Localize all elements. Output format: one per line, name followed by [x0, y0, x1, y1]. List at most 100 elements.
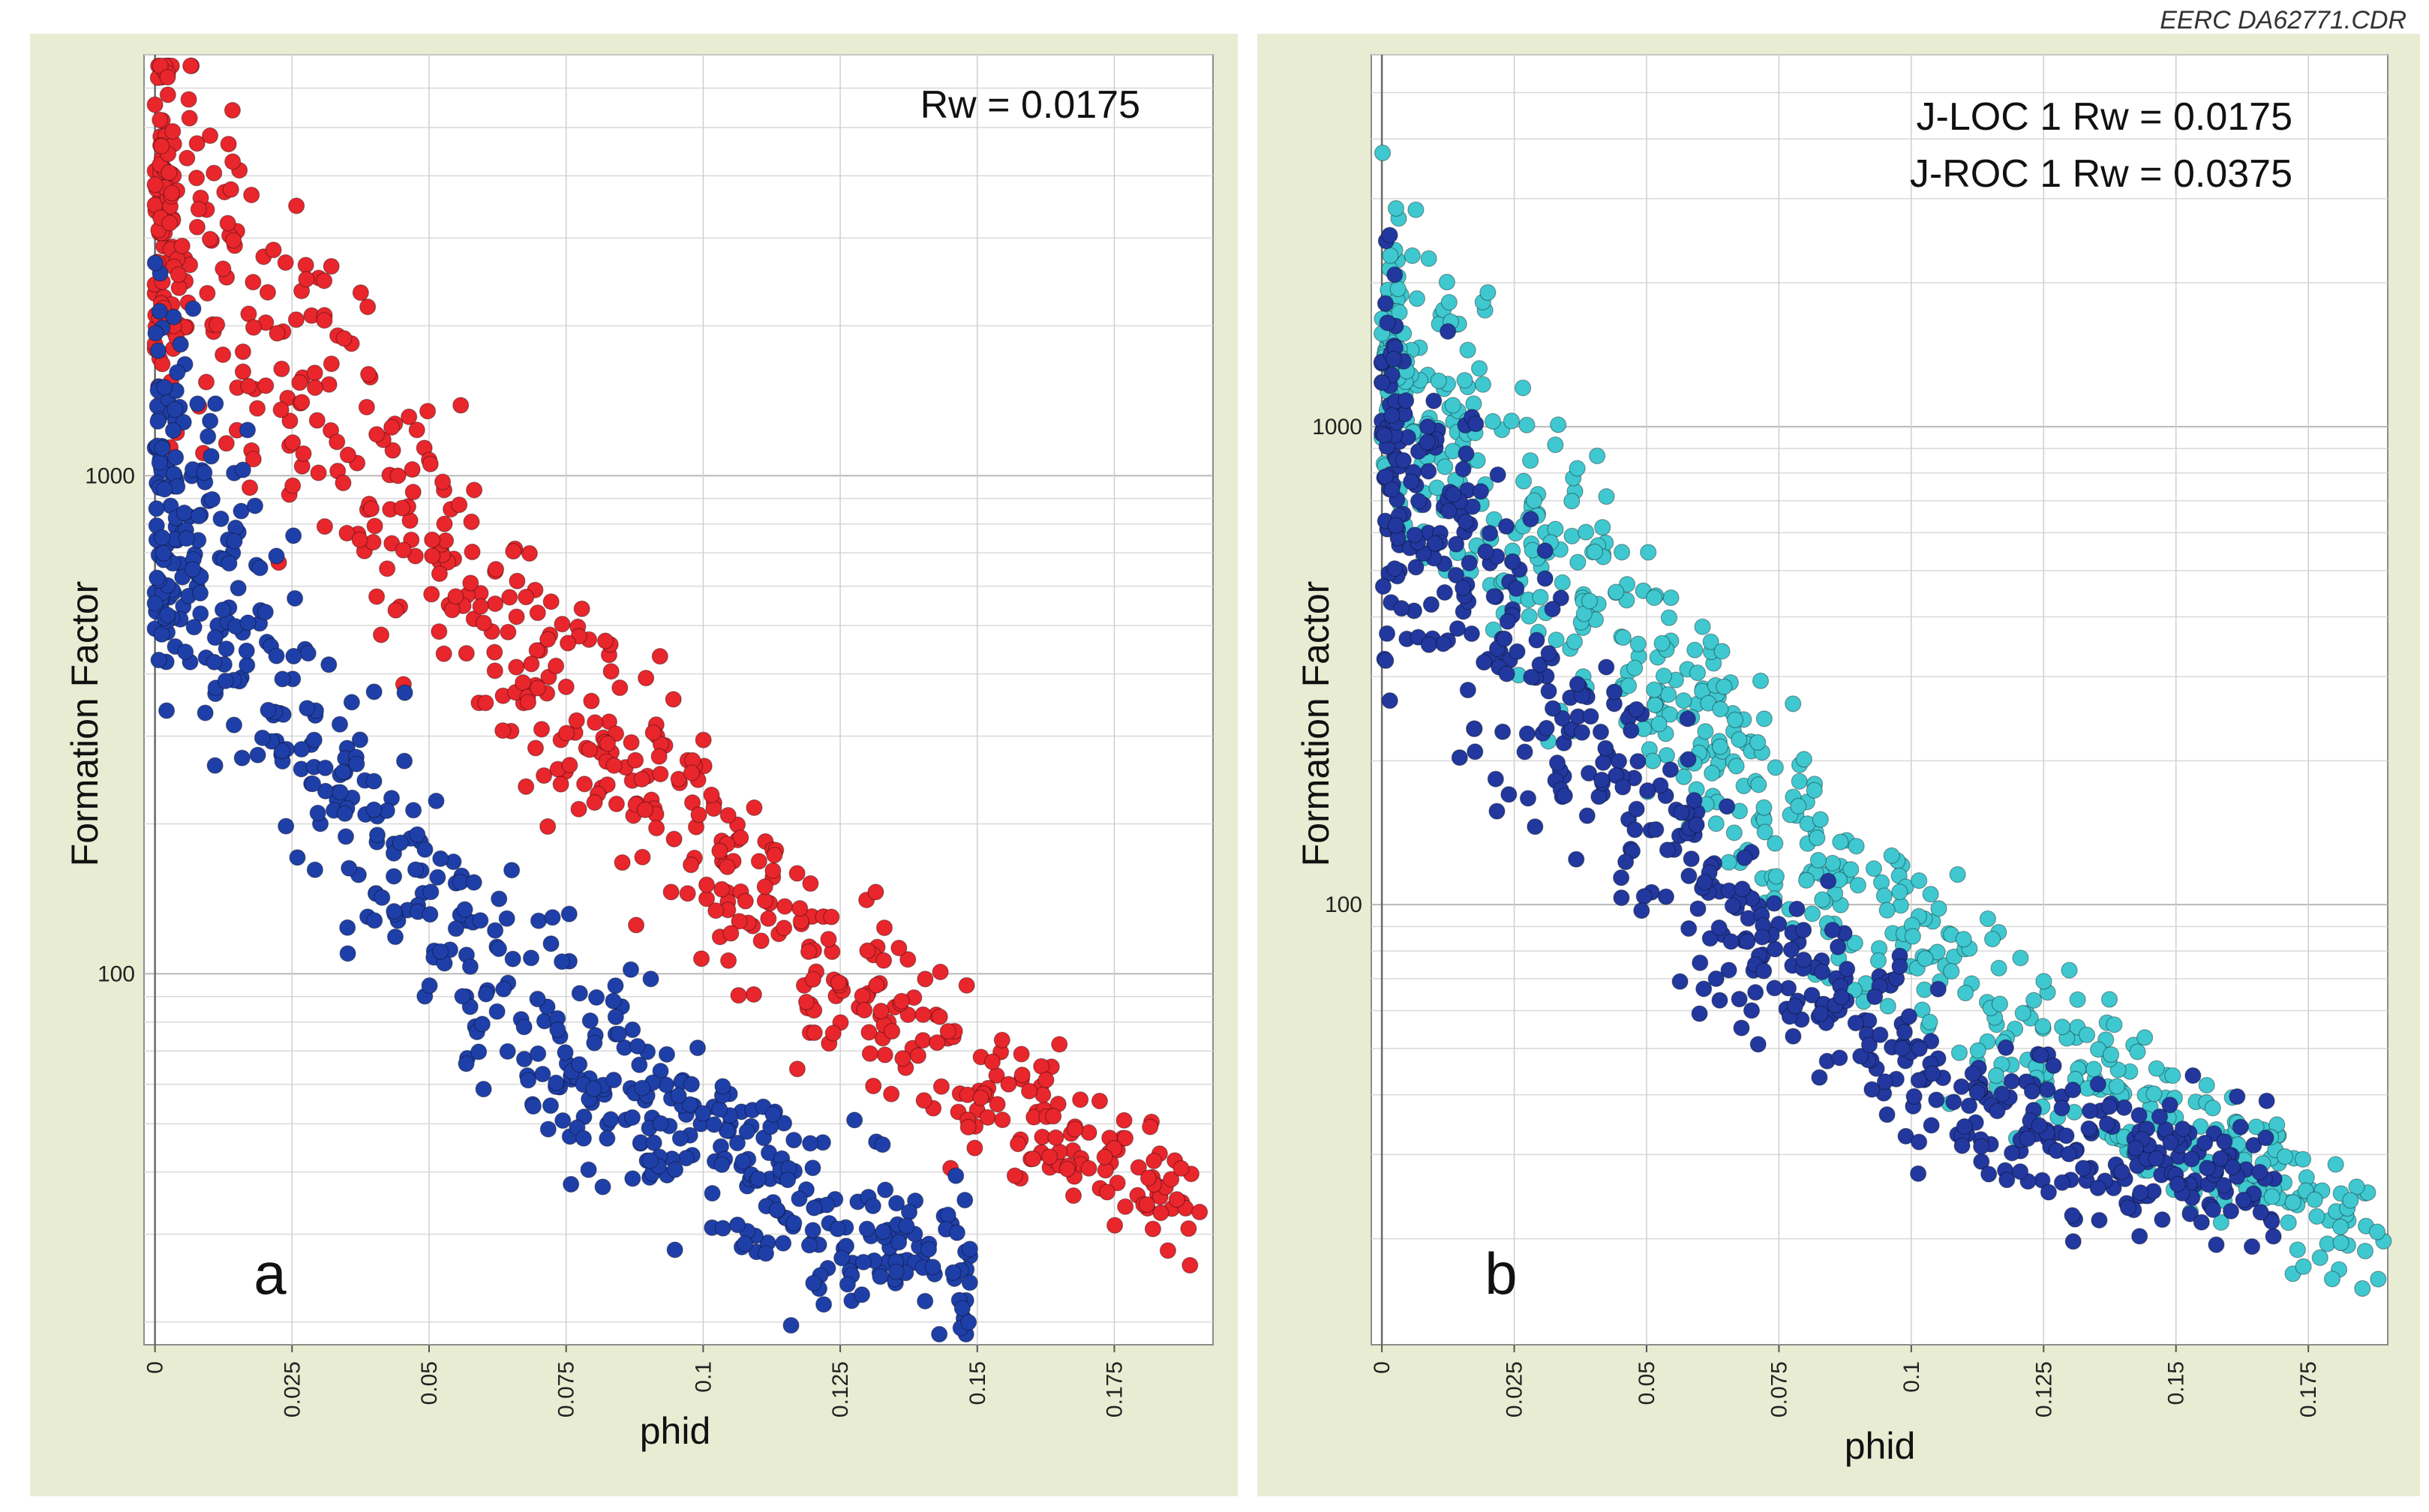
data-point: [316, 272, 333, 290]
data-point: [1497, 518, 1515, 535]
data-point: [2284, 1194, 2301, 1211]
data-point: [1072, 1091, 1089, 1108]
data-point: [2148, 1060, 2165, 1077]
data-point: [2078, 1026, 2096, 1043]
data-point: [1928, 1091, 1945, 1108]
data-point: [707, 902, 725, 920]
data-point: [554, 616, 571, 633]
data-point: [285, 527, 302, 544]
data-point: [515, 1051, 533, 1068]
data-point: [246, 497, 264, 514]
data-point: [1904, 928, 1921, 945]
data-point: [251, 560, 269, 577]
data-point: [189, 395, 206, 412]
data-point: [1389, 280, 1407, 298]
data-point: [505, 542, 522, 560]
data-point: [365, 772, 383, 790]
data-point: [1782, 941, 1800, 958]
data-point: [1552, 590, 1569, 607]
data-point: [1538, 719, 1555, 736]
data-point: [585, 1080, 602, 1097]
data-point: [1383, 481, 1401, 498]
data-point: [454, 988, 471, 1005]
data-point: [1013, 1046, 1030, 1063]
data-point: [317, 759, 334, 776]
data-point: [2196, 1134, 2214, 1152]
data-point: [2327, 1156, 2344, 1173]
data-point: [1459, 341, 1476, 358]
data-point: [2003, 1072, 2020, 1090]
data-point: [914, 1006, 932, 1023]
data-point: [1720, 962, 1737, 979]
data-point: [622, 961, 640, 978]
data-point: [1900, 1008, 1918, 1025]
data-point: [176, 504, 193, 521]
data-point: [1080, 1124, 1097, 1142]
data-point: [1548, 754, 1566, 772]
data-point: [1467, 415, 1485, 433]
data-point: [272, 401, 290, 418]
data-point: [1138, 1196, 1155, 1214]
data-point: [1964, 1065, 1981, 1082]
data-point: [1795, 951, 1812, 968]
data-point: [404, 460, 421, 478]
data-point: [341, 860, 358, 877]
y-tick-label: 100: [98, 962, 135, 986]
data-point: [1548, 632, 1565, 649]
data-point: [225, 716, 243, 734]
data-point: [554, 1112, 572, 1130]
data-point: [331, 716, 349, 733]
data-point: [1788, 900, 1806, 918]
data-point: [436, 515, 453, 532]
data-point: [1159, 1242, 1177, 1259]
data-point: [451, 496, 468, 514]
data-point: [146, 254, 164, 272]
data-point: [1786, 998, 1803, 1015]
data-point: [737, 892, 754, 910]
figure-credit: EERC DA62771.CDR: [2160, 6, 2406, 34]
data-point: [705, 1116, 723, 1133]
data-point: [351, 731, 369, 748]
y-tick-label: 1000: [1312, 415, 1362, 440]
data-point: [1998, 1172, 2016, 1189]
data-point: [931, 1008, 948, 1025]
data-point: [2193, 1214, 2210, 1231]
x-tick-label: 0.075: [1767, 1361, 1791, 1418]
data-point: [868, 976, 885, 994]
data-point: [1917, 950, 1934, 968]
data-point: [2031, 1117, 2048, 1134]
data-point: [1518, 725, 1536, 742]
data-point: [1386, 266, 1404, 284]
data-point: [522, 950, 540, 967]
data-point: [1172, 1160, 1190, 1177]
data-point: [395, 542, 412, 559]
data-point: [948, 1224, 965, 1241]
data-point: [711, 1101, 728, 1118]
data-point: [491, 890, 508, 908]
data-point: [2154, 1211, 2171, 1228]
data-point: [1743, 1002, 1761, 1019]
data-point: [273, 742, 290, 760]
y-axis-label: Formation Factor: [64, 581, 106, 867]
data-point: [1522, 511, 1539, 528]
data-point: [185, 300, 202, 317]
data-point: [1398, 392, 1415, 410]
data-point: [2169, 1175, 2186, 1192]
data-point: [1614, 778, 1632, 796]
data-point: [1168, 1191, 1185, 1208]
data-point: [785, 1132, 803, 1149]
data-point: [268, 647, 285, 664]
data-point: [368, 826, 386, 844]
data-point: [269, 325, 286, 342]
data-point: [1145, 1152, 1163, 1169]
data-point: [245, 319, 263, 336]
series-blue: [146, 254, 979, 1343]
data-point: [1824, 921, 1841, 939]
data-point: [800, 943, 818, 961]
data-point: [682, 856, 700, 874]
data-point: [298, 271, 315, 288]
data-point: [1812, 811, 1829, 828]
data-point: [665, 691, 682, 708]
data-point: [1639, 782, 1656, 800]
data-point: [634, 1079, 651, 1096]
